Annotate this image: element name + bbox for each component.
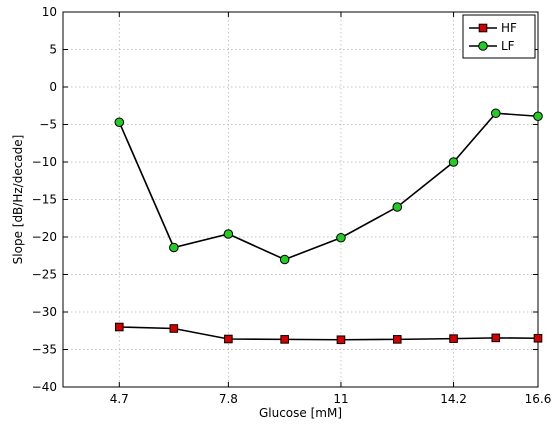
y-tick-label: 0 bbox=[49, 80, 57, 94]
data-point-lf bbox=[533, 111, 543, 122]
y-tick-label: 10 bbox=[42, 5, 57, 19]
data-point-lf bbox=[279, 254, 290, 265]
data-point-hf bbox=[533, 333, 543, 343]
x-tick-label: 11 bbox=[333, 392, 348, 406]
x-tick-label: 16.6 bbox=[525, 392, 552, 406]
y-axis-label: Slope [dB/Hz/decade] bbox=[11, 135, 25, 265]
data-point-lf bbox=[392, 202, 403, 212]
x-tick-label: 7.8 bbox=[219, 392, 238, 406]
y-tick-label: −10 bbox=[32, 155, 57, 169]
y-tick-label: −30 bbox=[32, 305, 57, 319]
y-tick-label: −20 bbox=[32, 230, 57, 244]
x-tick-label: 14.2 bbox=[440, 392, 467, 406]
series-hf bbox=[114, 322, 543, 345]
legend-box bbox=[462, 14, 536, 59]
x-tick-label: 4.7 bbox=[110, 392, 129, 406]
data-point-lf bbox=[114, 117, 125, 128]
data-point-hf bbox=[392, 335, 402, 344]
data-point-hf bbox=[491, 333, 501, 343]
data-point-lf bbox=[448, 157, 459, 167]
legend-marker-lf bbox=[478, 41, 488, 51]
grid bbox=[63, 11, 539, 388]
y-tick-label: −5 bbox=[39, 118, 57, 132]
y-tick-label: 5 bbox=[49, 43, 57, 57]
axis-ticks: 4.7 7.8 11 14.2 16.6 −40 −35 −30 −25 −20 −15 −10 −5 0… bbox=[32, 5, 552, 406]
data-point-hf bbox=[336, 335, 346, 345]
series-line-hf bbox=[119, 326, 539, 341]
y-tick-label: −25 bbox=[32, 268, 57, 282]
data-point-lf bbox=[336, 232, 346, 243]
x-axis-label: Glucose [mM] bbox=[259, 406, 342, 420]
data-point-lf bbox=[490, 108, 501, 119]
data-point-hf bbox=[169, 324, 179, 333]
series-line-lf bbox=[118, 112, 539, 261]
series bbox=[114, 108, 543, 345]
data-point-hf bbox=[114, 322, 124, 332]
legend-label-hf: HF bbox=[501, 21, 517, 35]
data-point-hf bbox=[280, 335, 289, 344]
data-point-hf bbox=[224, 334, 233, 344]
legend-label-lf: LF bbox=[501, 39, 515, 53]
series-lf bbox=[114, 108, 543, 265]
y-tick-label: −40 bbox=[32, 380, 57, 394]
y-tick-label: −35 bbox=[32, 343, 57, 357]
data-point-lf bbox=[169, 242, 179, 253]
legend-marker-hf bbox=[478, 23, 488, 33]
legend: HF LF bbox=[462, 14, 536, 59]
data-point-hf bbox=[449, 334, 458, 343]
data-point-lf bbox=[223, 229, 234, 239]
y-tick-label: −15 bbox=[32, 193, 57, 207]
